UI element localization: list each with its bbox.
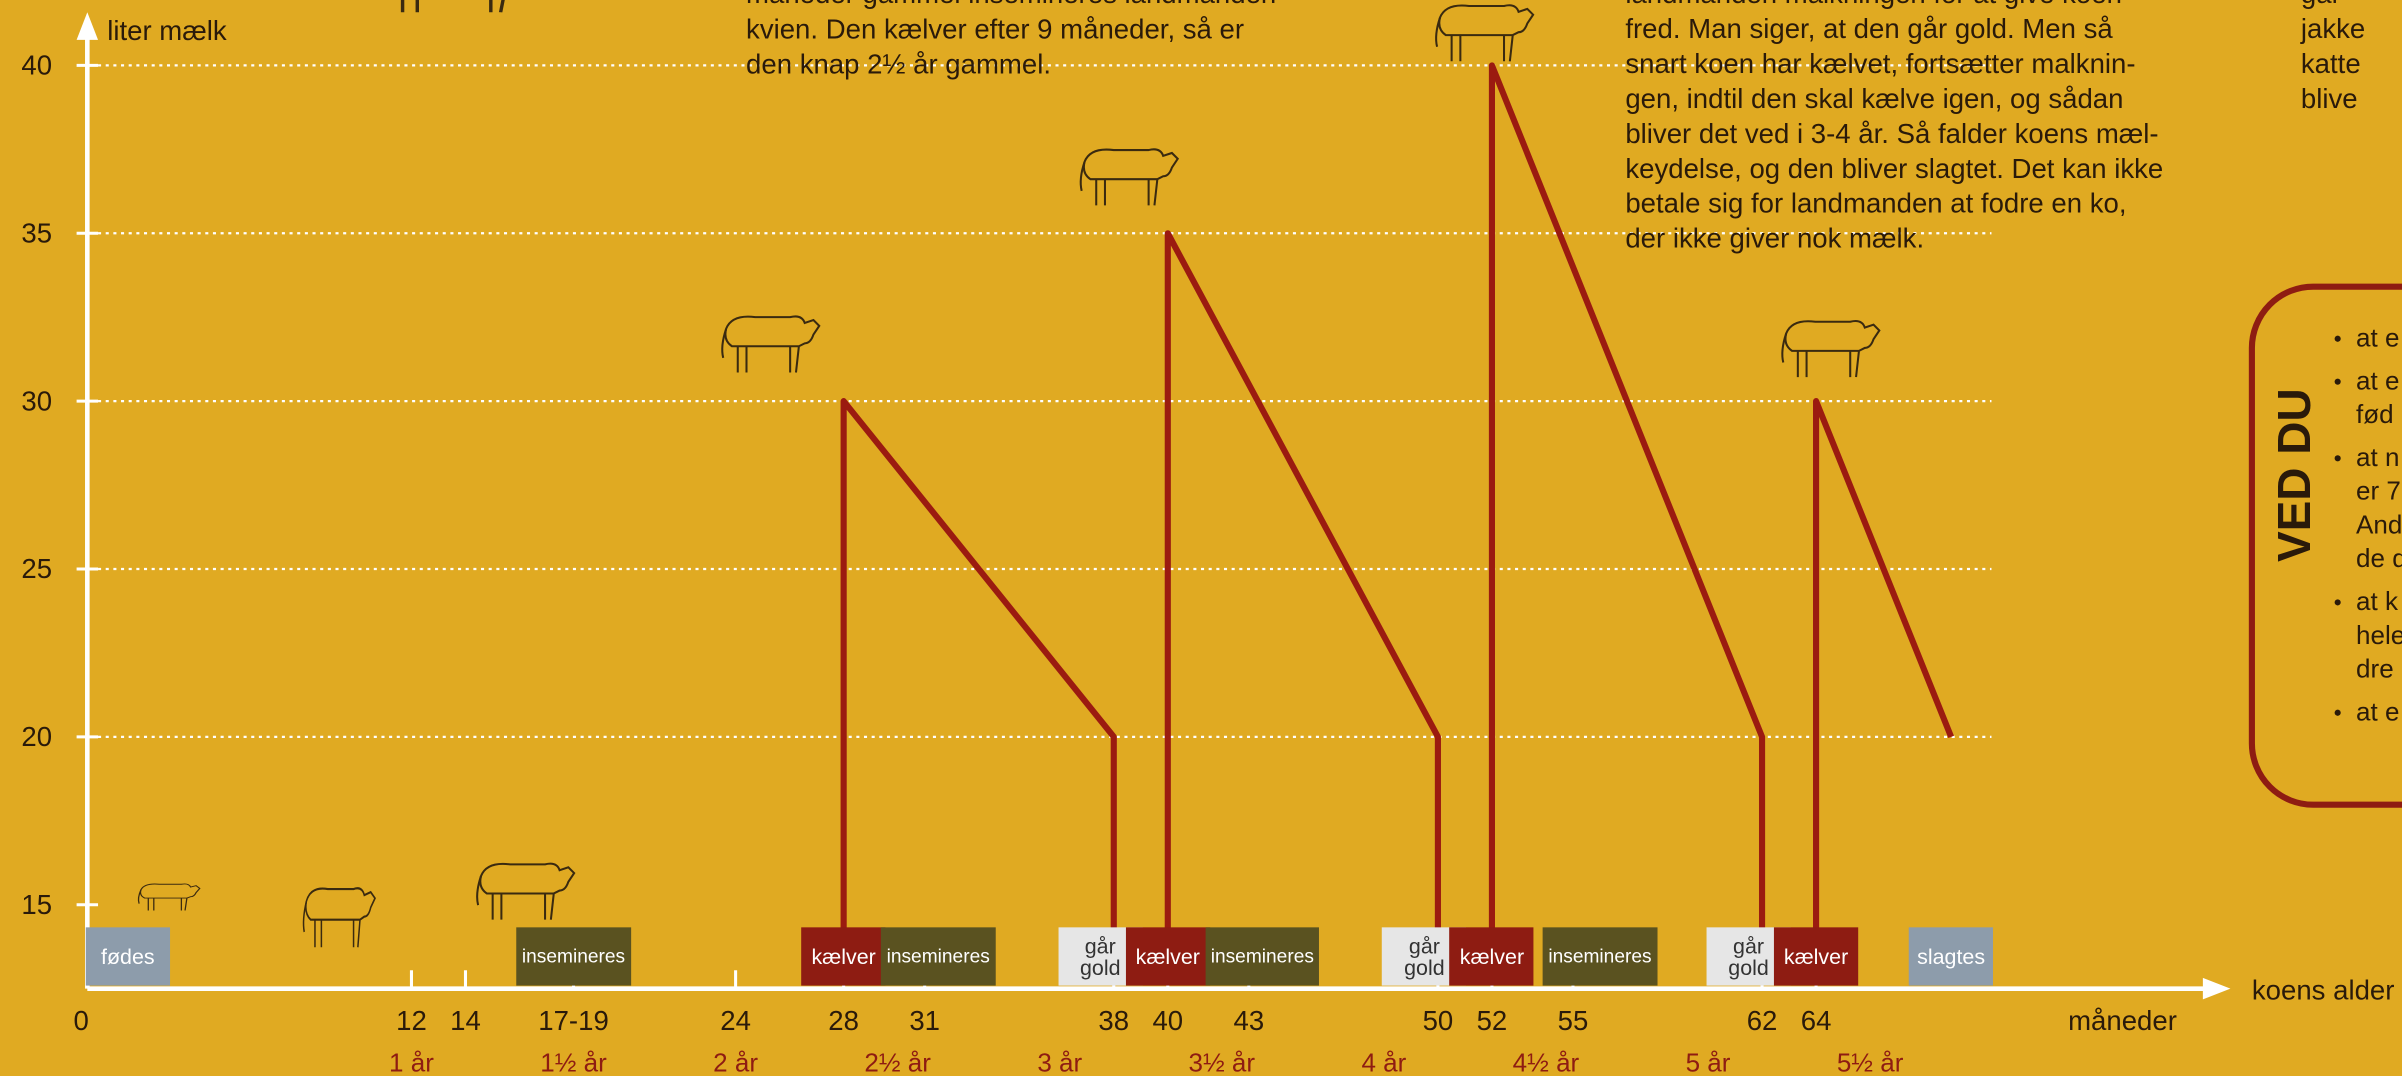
x-tick-label: 64	[1801, 1005, 1832, 1036]
event-box: fødes	[86, 927, 170, 985]
cow-icon	[1782, 321, 1879, 377]
bullet	[2335, 336, 2341, 342]
year-tick-label: 2½ år	[864, 1047, 931, 1076]
paragraph-line: betale sig for landmanden at fodre en ko…	[1625, 188, 2126, 219]
calf-icon	[138, 884, 199, 911]
milk-line	[1816, 401, 1951, 928]
bullet-text: at e	[2356, 365, 2399, 395]
x-arrow	[2203, 978, 2231, 999]
cow-icon	[1436, 5, 1533, 61]
x-tick-label: 24	[720, 1005, 751, 1036]
event-box: insemineres	[516, 927, 631, 985]
event-box: kælver	[1450, 927, 1534, 985]
event-box: kælver	[802, 927, 886, 985]
year-tick-label: 5½ år	[1837, 1047, 1904, 1076]
bullet-text: hele	[2356, 620, 2402, 650]
x-tick-label: 0	[74, 1005, 89, 1036]
y-tick-label: 40	[21, 50, 52, 81]
y-tick-label: 35	[21, 217, 52, 248]
chart: liter mælk måneder koens alder VED DU 15…	[0, 0, 2402, 1076]
paragraph-line: den knap 2½ år gammel.	[746, 49, 1051, 80]
year-tick-label: 2 år	[713, 1047, 758, 1076]
paragraph-line: gar	[2301, 0, 2341, 9]
paragraph-line: kvien. Den kælver efter 9 måneder, så er	[746, 13, 1244, 44]
paragraph-line: jakke	[2300, 13, 2365, 44]
paragraph-line: keydelse, og den bliver slagtet. Det kan…	[1625, 153, 2163, 184]
paragraph-line: katte	[2301, 48, 2361, 79]
x-tick-label: 31	[909, 1005, 940, 1036]
event-box: kælver	[1774, 927, 1858, 985]
milk-line	[1168, 233, 1438, 928]
event-box: insemineres	[881, 927, 996, 985]
year-tick-label: 1 år	[389, 1047, 434, 1076]
event-box: kælver	[1126, 927, 1210, 985]
bullet-text: at n	[2356, 442, 2399, 472]
x-tick-label: 50	[1423, 1005, 1454, 1036]
paragraph-line: måneder gammel insemineres landmanden	[746, 0, 1276, 9]
bullet-text: dre	[2356, 653, 2394, 683]
y-tick-label: 15	[21, 889, 52, 920]
bullet-text: at k	[2356, 586, 2399, 616]
bullet-text: at e	[2356, 696, 2399, 726]
paragraph-line: fred. Man siger, at den går gold. Men så	[1625, 13, 2113, 44]
y-tick-label: 20	[21, 721, 52, 752]
year-tick-label: 5 år	[1686, 1047, 1731, 1076]
bullet	[2335, 599, 2341, 605]
x-tick-label: 62	[1747, 1005, 1778, 1036]
year-tick-label: 4½ år	[1513, 1047, 1580, 1076]
y-arrow	[77, 12, 98, 40]
paragraph-line: blive	[2301, 83, 2358, 114]
paragraph-line: landmanden malkningen for at give koen	[1625, 0, 2122, 9]
year-tick-label: 3 år	[1037, 1047, 1082, 1076]
bullet-text: fød	[2356, 399, 2394, 429]
y-tick-label: 30	[21, 385, 52, 416]
x-tick-label: 55	[1558, 1005, 1589, 1036]
event-box: insemineres	[1543, 927, 1658, 985]
year-tick-label: 3½ år	[1189, 1047, 1256, 1076]
cow-icon	[1081, 149, 1178, 205]
cow-icon	[477, 864, 574, 920]
paragraph-line: snart koen har kælvet, fortsætter malkni…	[1625, 48, 2135, 79]
y-tick-label: 25	[21, 553, 52, 584]
year-tick-label: 1½ år	[540, 1047, 607, 1076]
x-arrow-label: koens alder	[2252, 974, 2395, 1005]
x-tick-label: 40	[1152, 1005, 1183, 1036]
paragraph-line: der ikke giver nok mælk.	[1625, 223, 1924, 254]
x-tick-label: 17-19	[538, 1005, 609, 1036]
x-axis-label: måneder	[2068, 1005, 2177, 1036]
paragraph-line: bliver det ved i 3-4 år. Så falder koens…	[1625, 118, 2158, 149]
paragraph-line: gen, indtil den skal kælve igen, og såda…	[1625, 83, 2123, 114]
bullet-text: de d	[2356, 543, 2402, 573]
event-box: slagtes	[1909, 927, 1993, 985]
ved-du-title: VED DU	[2268, 388, 2320, 562]
bullet	[2335, 455, 2341, 461]
bullet-text: er 7	[2356, 476, 2401, 506]
y-axis-label: liter mælk	[107, 15, 227, 46]
x-tick-label: 38	[1098, 1005, 1129, 1036]
x-tick-label: 52	[1477, 1005, 1508, 1036]
bullet-text: And	[2356, 509, 2402, 539]
x-tick-label: 28	[828, 1005, 859, 1036]
x-tick-label: 12	[396, 1005, 427, 1036]
bullet-text: at e	[2356, 322, 2399, 352]
page: liter mælk måneder koens alder VED DU 15…	[0, 0, 2402, 1076]
bullet	[2335, 710, 2341, 716]
cow-icon	[722, 316, 819, 372]
bullet	[2335, 379, 2341, 385]
illustrations	[138, 0, 1879, 947]
milk-line	[844, 401, 1114, 928]
year-tick-label: 4 år	[1361, 1047, 1406, 1076]
heifer-icon	[304, 888, 375, 947]
x-tick-label: 43	[1233, 1005, 1264, 1036]
cow-icon	[376, 0, 539, 12]
event-box: insemineres	[1205, 927, 1320, 985]
x-tick-label: 14	[450, 1005, 481, 1036]
infographic: liter mælk måneder koens alder VED DU 15…	[0, 0, 2402, 1076]
